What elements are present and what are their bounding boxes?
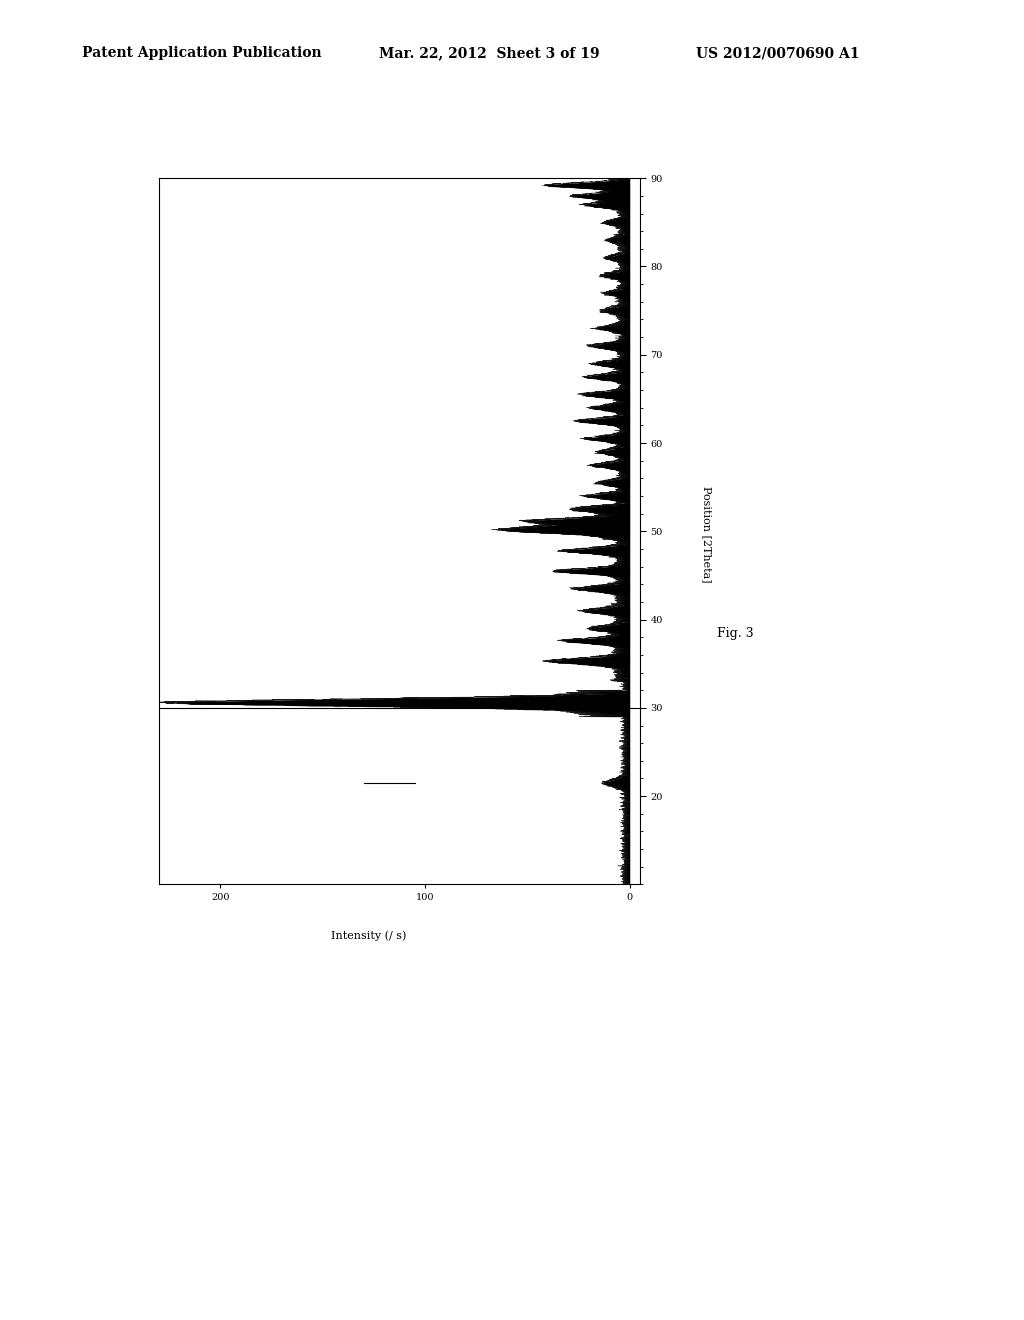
Text: US 2012/0070690 A1: US 2012/0070690 A1 bbox=[696, 46, 860, 61]
Text: Position [2Theta]: Position [2Theta] bbox=[701, 486, 712, 583]
Text: Fig. 3: Fig. 3 bbox=[717, 627, 754, 640]
Text: Patent Application Publication: Patent Application Publication bbox=[82, 46, 322, 61]
Text: Intensity (/ s): Intensity (/ s) bbox=[331, 931, 407, 941]
Text: Mar. 22, 2012  Sheet 3 of 19: Mar. 22, 2012 Sheet 3 of 19 bbox=[379, 46, 599, 61]
